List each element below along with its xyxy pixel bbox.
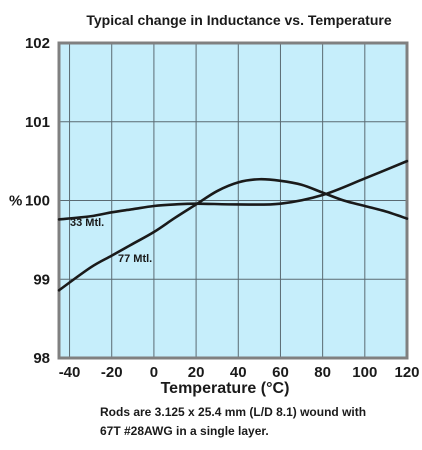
plot-frame xyxy=(57,41,409,360)
tick-labels: -40 -20 0 20 40 60 80 100 120 98 99 100% 101 102 xyxy=(9,35,420,381)
y-tick-label: 98 xyxy=(33,350,50,367)
footnote-line-1: Rods are 3.125 x 25.4 mm (L/D 8.1) wound… xyxy=(100,405,366,419)
x-tick-label: 60 xyxy=(272,364,289,381)
x-tick-label: -20 xyxy=(101,364,123,381)
y-tick-label: 102 xyxy=(25,35,50,52)
chart-title: Typical change in Inductance vs. Tempera… xyxy=(86,12,391,28)
x-axis-title: Temperature (°C) xyxy=(161,380,290,397)
x-tick-label: 80 xyxy=(314,364,331,381)
footnote-line-2: 67T #28AWG in a single layer. xyxy=(100,424,269,438)
x-tick-label: 100 xyxy=(352,364,377,381)
series-label-33-mtl: 33 Mtl. xyxy=(70,217,104,229)
y-tick-label: 99 xyxy=(33,271,50,288)
y-tick-label: 100 xyxy=(25,193,50,210)
x-tick-label: 0 xyxy=(150,364,158,381)
x-tick-label: 20 xyxy=(188,364,205,381)
x-tick-label: 40 xyxy=(230,364,247,381)
series-label-77-mtl: 77 Mtl. xyxy=(118,253,152,265)
x-tick-label: -40 xyxy=(59,364,81,381)
y-tick-label: 101 xyxy=(25,114,50,131)
y-axis-unit-label: % xyxy=(9,193,22,210)
series-line-77-mtl xyxy=(57,177,409,292)
series-lines xyxy=(57,159,409,292)
x-tick-label: 120 xyxy=(394,364,419,381)
